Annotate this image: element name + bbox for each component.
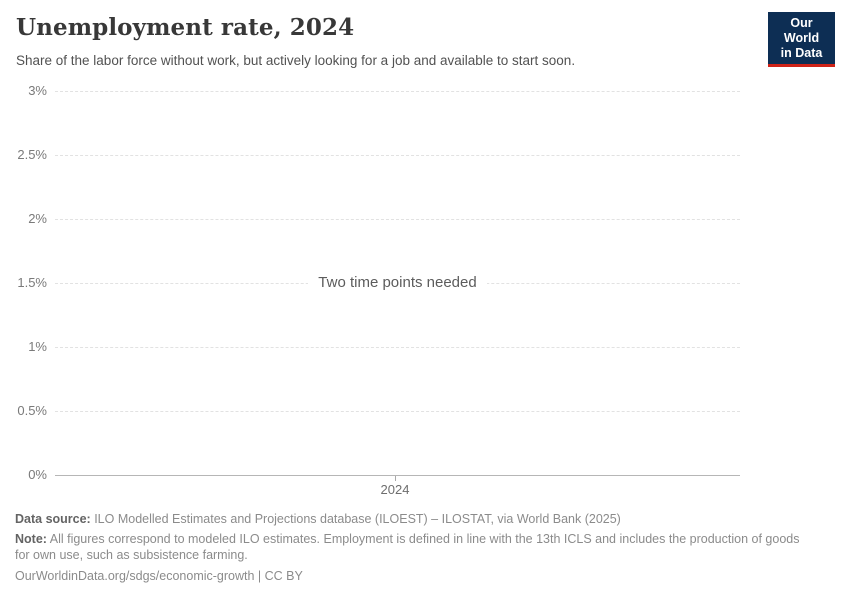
owid-logo-line2: in Data xyxy=(780,46,823,60)
gridline-2-5pct xyxy=(55,155,740,156)
y-tick-label: 0.5% xyxy=(17,403,47,418)
empty-state-text: Two time points needed xyxy=(308,273,487,293)
page-title: Unemployment rate, 2024 xyxy=(16,14,355,41)
chart-subtitle: Share of the labor force without work, b… xyxy=(16,53,576,68)
gridline-1pct xyxy=(55,347,740,348)
y-tick-label: 0% xyxy=(28,467,47,482)
y-tick-label: 1.5% xyxy=(17,275,47,290)
note-line: Note: All figures correspond to modeled … xyxy=(15,532,815,563)
owid-logo-line1: Our World xyxy=(783,16,820,45)
x-tick-mark xyxy=(395,476,396,481)
data-source-line: Data source: ILO Modelled Estimates and … xyxy=(15,512,815,528)
owid-logo[interactable]: Our World in Data xyxy=(768,12,835,67)
data-source-label: Data source: xyxy=(15,512,91,526)
gridline-3pct xyxy=(55,91,740,92)
x-axis-line xyxy=(55,475,740,476)
data-source-text: ILO Modelled Estimates and Projections d… xyxy=(90,512,621,526)
y-tick-label: 1% xyxy=(28,339,47,354)
note-text: All figures correspond to modeled ILO es… xyxy=(15,532,800,562)
y-tick-label: 3% xyxy=(28,83,47,98)
y-tick-label: 2.5% xyxy=(17,147,47,162)
empty-state-message: Two time points needed xyxy=(55,273,740,293)
gridline-2pct xyxy=(55,219,740,220)
note-label: Note: xyxy=(15,532,47,546)
citation-line: OurWorldinData.org/sdgs/economic-growth … xyxy=(15,569,303,583)
y-tick-label: 2% xyxy=(28,211,47,226)
gridline-0-5pct xyxy=(55,411,740,412)
chart-footer: Data source: ILO Modelled Estimates and … xyxy=(15,512,815,585)
x-tick-label: 2024 xyxy=(380,482,410,497)
